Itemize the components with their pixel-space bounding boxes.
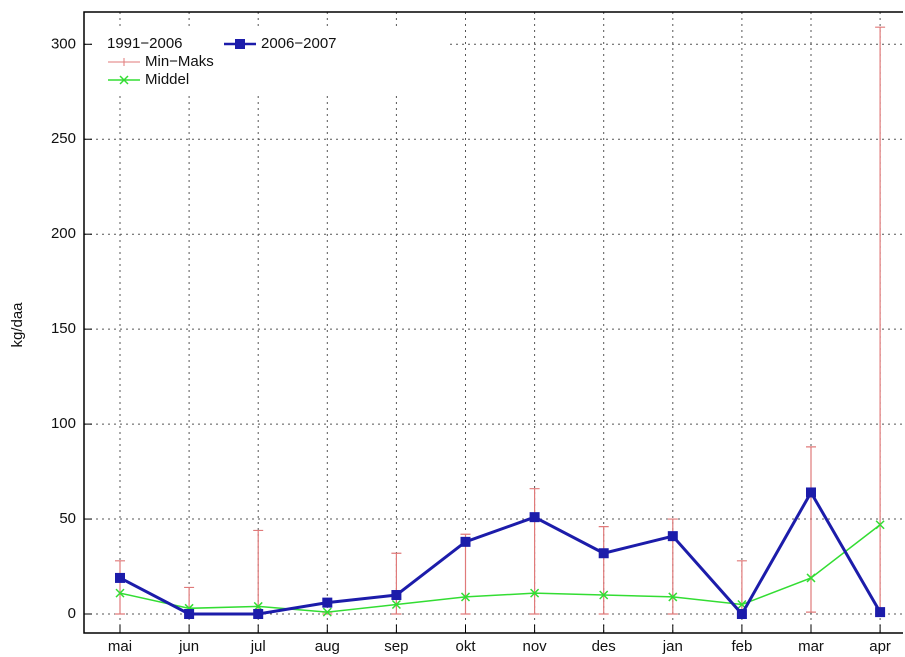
y-axis-label: kg/daa	[9, 302, 26, 348]
marker	[253, 609, 264, 620]
marker	[668, 592, 678, 602]
marker	[322, 607, 332, 617]
marker	[391, 599, 401, 610]
x-tick-label: sep	[384, 638, 408, 655]
legend-title: 1991−2006	[107, 35, 183, 52]
x-tick-label: nov	[523, 638, 548, 655]
x-tick-label: jan	[662, 638, 683, 655]
series-line	[119, 524, 881, 613]
marker	[235, 39, 245, 49]
x-tick-label: jun	[178, 638, 199, 655]
marker	[322, 597, 333, 608]
legend-label: Min−Maks	[145, 53, 214, 70]
marker	[119, 75, 129, 85]
marker	[529, 512, 540, 523]
y-tick-label: 50	[59, 510, 76, 527]
marker	[460, 592, 471, 602]
marker	[115, 572, 125, 583]
x-tick-label: des	[592, 638, 616, 655]
x-tick-label: mar	[798, 638, 824, 655]
y-tick-label: 0	[68, 605, 76, 622]
y-tick-label: 250	[51, 130, 76, 147]
marker	[806, 573, 816, 583]
y-tick-label: 150	[51, 320, 76, 337]
x-tick-label: okt	[455, 638, 476, 655]
marker	[184, 609, 195, 620]
x-tick-label: aug	[315, 638, 340, 655]
marker	[667, 531, 678, 542]
marker	[875, 607, 886, 618]
marker	[530, 588, 540, 598]
x-tick-label: feb	[731, 638, 752, 655]
legend-label: 2006−2007	[261, 35, 337, 52]
marker	[599, 590, 609, 600]
legend-label: Middel	[145, 71, 189, 88]
y-tick-label: 100	[51, 415, 76, 432]
legend-box	[96, 30, 446, 92]
x-tick-label: mai	[108, 638, 132, 655]
x-tick-label: apr	[869, 638, 891, 655]
axis-frame	[83, 11, 903, 634]
y-tick-label: 200	[51, 225, 76, 242]
marker	[598, 548, 609, 559]
error-bar	[253, 529, 264, 615]
error-bar	[598, 526, 609, 615]
error-bar	[115, 560, 125, 615]
x-tick-label: jul	[250, 638, 266, 655]
error-bar	[875, 26, 886, 615]
marker	[115, 588, 125, 598]
error-bar	[529, 488, 540, 615]
marker	[460, 536, 471, 547]
error-bar	[806, 446, 816, 613]
error-bar	[460, 533, 471, 615]
y-tick-label: 300	[51, 35, 76, 52]
series-line	[119, 489, 882, 617]
marker	[391, 590, 402, 601]
marker	[736, 609, 747, 620]
marker	[806, 487, 816, 498]
marker	[875, 520, 885, 530]
